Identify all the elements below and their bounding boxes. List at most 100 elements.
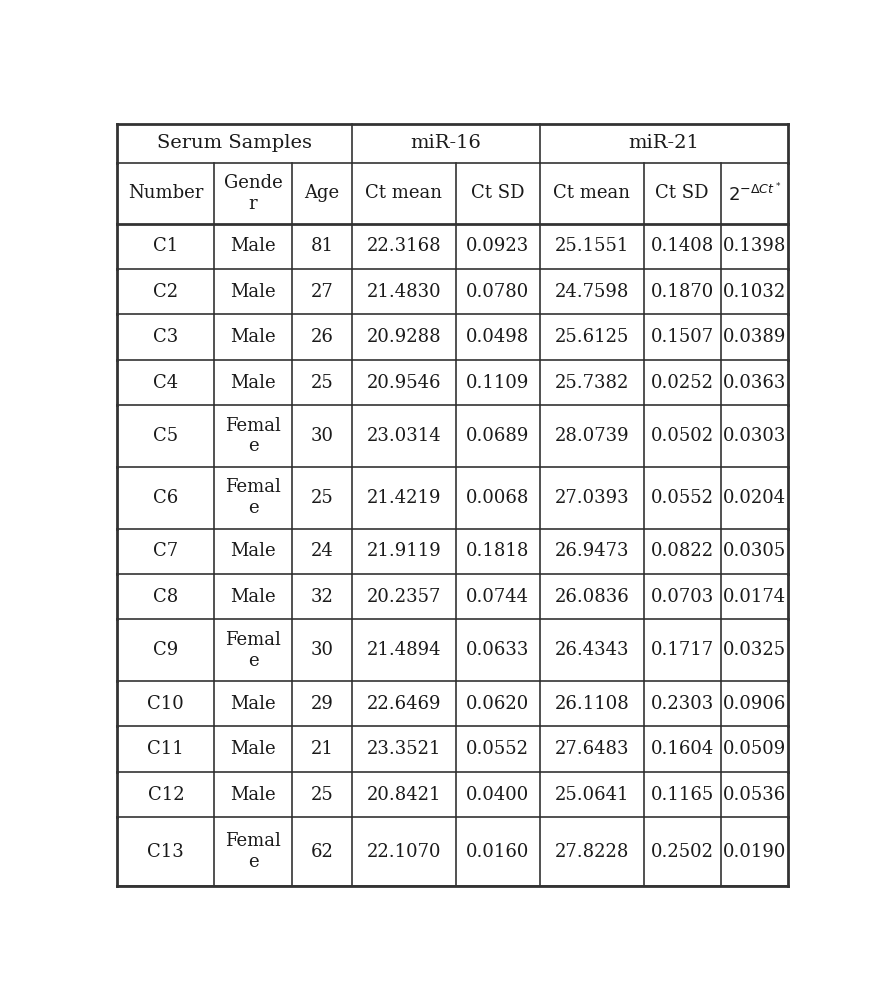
Text: 0.1818: 0.1818 xyxy=(466,542,530,560)
Text: 26.4343: 26.4343 xyxy=(555,641,629,659)
Text: 0.0068: 0.0068 xyxy=(466,489,530,507)
Text: 0.0552: 0.0552 xyxy=(651,489,713,507)
Text: 20.8421: 20.8421 xyxy=(366,786,442,804)
Text: 25: 25 xyxy=(311,786,333,804)
Text: 20.9288: 20.9288 xyxy=(366,328,442,346)
Text: Gende
r: Gende r xyxy=(223,174,283,213)
Text: 21.9119: 21.9119 xyxy=(366,542,442,560)
Text: C4: C4 xyxy=(154,374,178,392)
Text: 30: 30 xyxy=(310,641,333,659)
Text: 21.4219: 21.4219 xyxy=(366,489,442,507)
Text: Male: Male xyxy=(230,237,275,255)
Text: C7: C7 xyxy=(154,542,178,560)
Text: 0.0305: 0.0305 xyxy=(722,542,786,560)
Text: 25.6125: 25.6125 xyxy=(555,328,629,346)
Text: 20.9546: 20.9546 xyxy=(366,374,442,392)
Text: 26.9473: 26.9473 xyxy=(555,542,629,560)
Text: 21.4894: 21.4894 xyxy=(366,641,442,659)
Text: 0.0906: 0.0906 xyxy=(722,695,786,713)
Text: 27.0393: 27.0393 xyxy=(555,489,629,507)
Text: 0.0160: 0.0160 xyxy=(466,843,530,861)
Text: 0.0325: 0.0325 xyxy=(723,641,786,659)
Text: 0.0689: 0.0689 xyxy=(466,427,530,445)
Text: 24: 24 xyxy=(311,542,333,560)
Text: 0.1398: 0.1398 xyxy=(722,237,786,255)
Text: Male: Male xyxy=(230,695,275,713)
Text: 25.7382: 25.7382 xyxy=(555,374,629,392)
Text: Ct mean: Ct mean xyxy=(366,184,442,202)
Text: 27.8228: 27.8228 xyxy=(555,843,629,861)
Text: 23.3521: 23.3521 xyxy=(366,740,442,758)
Text: 0.0509: 0.0509 xyxy=(722,740,786,758)
Text: 62: 62 xyxy=(310,843,333,861)
Text: Serum Samples: Serum Samples xyxy=(157,134,312,152)
Text: Male: Male xyxy=(230,588,275,606)
Text: Ct mean: Ct mean xyxy=(553,184,630,202)
Text: C2: C2 xyxy=(154,283,178,301)
Text: 32: 32 xyxy=(310,588,333,606)
Text: 0.0363: 0.0363 xyxy=(722,374,786,392)
Text: 0.0620: 0.0620 xyxy=(466,695,530,713)
Text: Age: Age xyxy=(305,184,339,202)
Text: Ct SD: Ct SD xyxy=(471,184,525,202)
Text: 25: 25 xyxy=(311,374,333,392)
Text: 28.0739: 28.0739 xyxy=(555,427,629,445)
Text: miR-21: miR-21 xyxy=(629,134,699,152)
Text: 25.0641: 25.0641 xyxy=(555,786,629,804)
Text: Male: Male xyxy=(230,542,275,560)
Text: 26.1108: 26.1108 xyxy=(555,695,629,713)
Text: 0.1408: 0.1408 xyxy=(651,237,713,255)
Text: 0.1032: 0.1032 xyxy=(722,283,786,301)
Text: 22.6469: 22.6469 xyxy=(366,695,442,713)
Text: 27.6483: 27.6483 xyxy=(555,740,629,758)
Text: Male: Male xyxy=(230,786,275,804)
Text: C5: C5 xyxy=(154,427,178,445)
Text: 0.0502: 0.0502 xyxy=(651,427,713,445)
Text: C12: C12 xyxy=(147,786,185,804)
Text: 0.0389: 0.0389 xyxy=(722,328,786,346)
Text: C10: C10 xyxy=(147,695,185,713)
Text: C13: C13 xyxy=(147,843,185,861)
Text: 0.0923: 0.0923 xyxy=(466,237,530,255)
Text: C11: C11 xyxy=(147,740,185,758)
Text: 0.0204: 0.0204 xyxy=(723,489,786,507)
Text: 0.0252: 0.0252 xyxy=(651,374,713,392)
Text: 25: 25 xyxy=(311,489,333,507)
Text: 0.0552: 0.0552 xyxy=(466,740,529,758)
Text: C9: C9 xyxy=(154,641,178,659)
Text: 26.0836: 26.0836 xyxy=(555,588,629,606)
Text: 21.4830: 21.4830 xyxy=(366,283,442,301)
Text: Femal
e: Femal e xyxy=(225,631,281,670)
Text: 0.2303: 0.2303 xyxy=(651,695,713,713)
Text: 0.0633: 0.0633 xyxy=(466,641,530,659)
Text: $2^{-\Delta Ct^*}$: $2^{-\Delta Ct^*}$ xyxy=(728,181,781,205)
Text: 0.1507: 0.1507 xyxy=(651,328,713,346)
Text: C6: C6 xyxy=(154,489,178,507)
Text: 30: 30 xyxy=(310,427,333,445)
Text: 0.0780: 0.0780 xyxy=(466,283,530,301)
Text: 0.0303: 0.0303 xyxy=(722,427,786,445)
Text: 0.0174: 0.0174 xyxy=(723,588,786,606)
Text: 0.0536: 0.0536 xyxy=(722,786,786,804)
Text: 0.0822: 0.0822 xyxy=(651,542,713,560)
Text: Male: Male xyxy=(230,740,275,758)
Text: 0.0703: 0.0703 xyxy=(651,588,713,606)
Text: Male: Male xyxy=(230,374,275,392)
Text: 22.1070: 22.1070 xyxy=(366,843,442,861)
Text: 29: 29 xyxy=(310,695,333,713)
Text: 25.1551: 25.1551 xyxy=(555,237,629,255)
Text: 0.0498: 0.0498 xyxy=(466,328,530,346)
Text: C8: C8 xyxy=(154,588,178,606)
Text: 0.1165: 0.1165 xyxy=(651,786,713,804)
Text: 26: 26 xyxy=(310,328,333,346)
Text: 20.2357: 20.2357 xyxy=(366,588,442,606)
Text: Ct SD: Ct SD xyxy=(655,184,709,202)
Text: 0.2502: 0.2502 xyxy=(651,843,713,861)
Text: 23.0314: 23.0314 xyxy=(366,427,442,445)
Text: 81: 81 xyxy=(310,237,333,255)
Text: Femal
e: Femal e xyxy=(225,417,281,455)
Text: miR-16: miR-16 xyxy=(411,134,481,152)
Text: 27: 27 xyxy=(311,283,333,301)
Text: 0.1604: 0.1604 xyxy=(651,740,713,758)
Text: 0.1109: 0.1109 xyxy=(466,374,530,392)
